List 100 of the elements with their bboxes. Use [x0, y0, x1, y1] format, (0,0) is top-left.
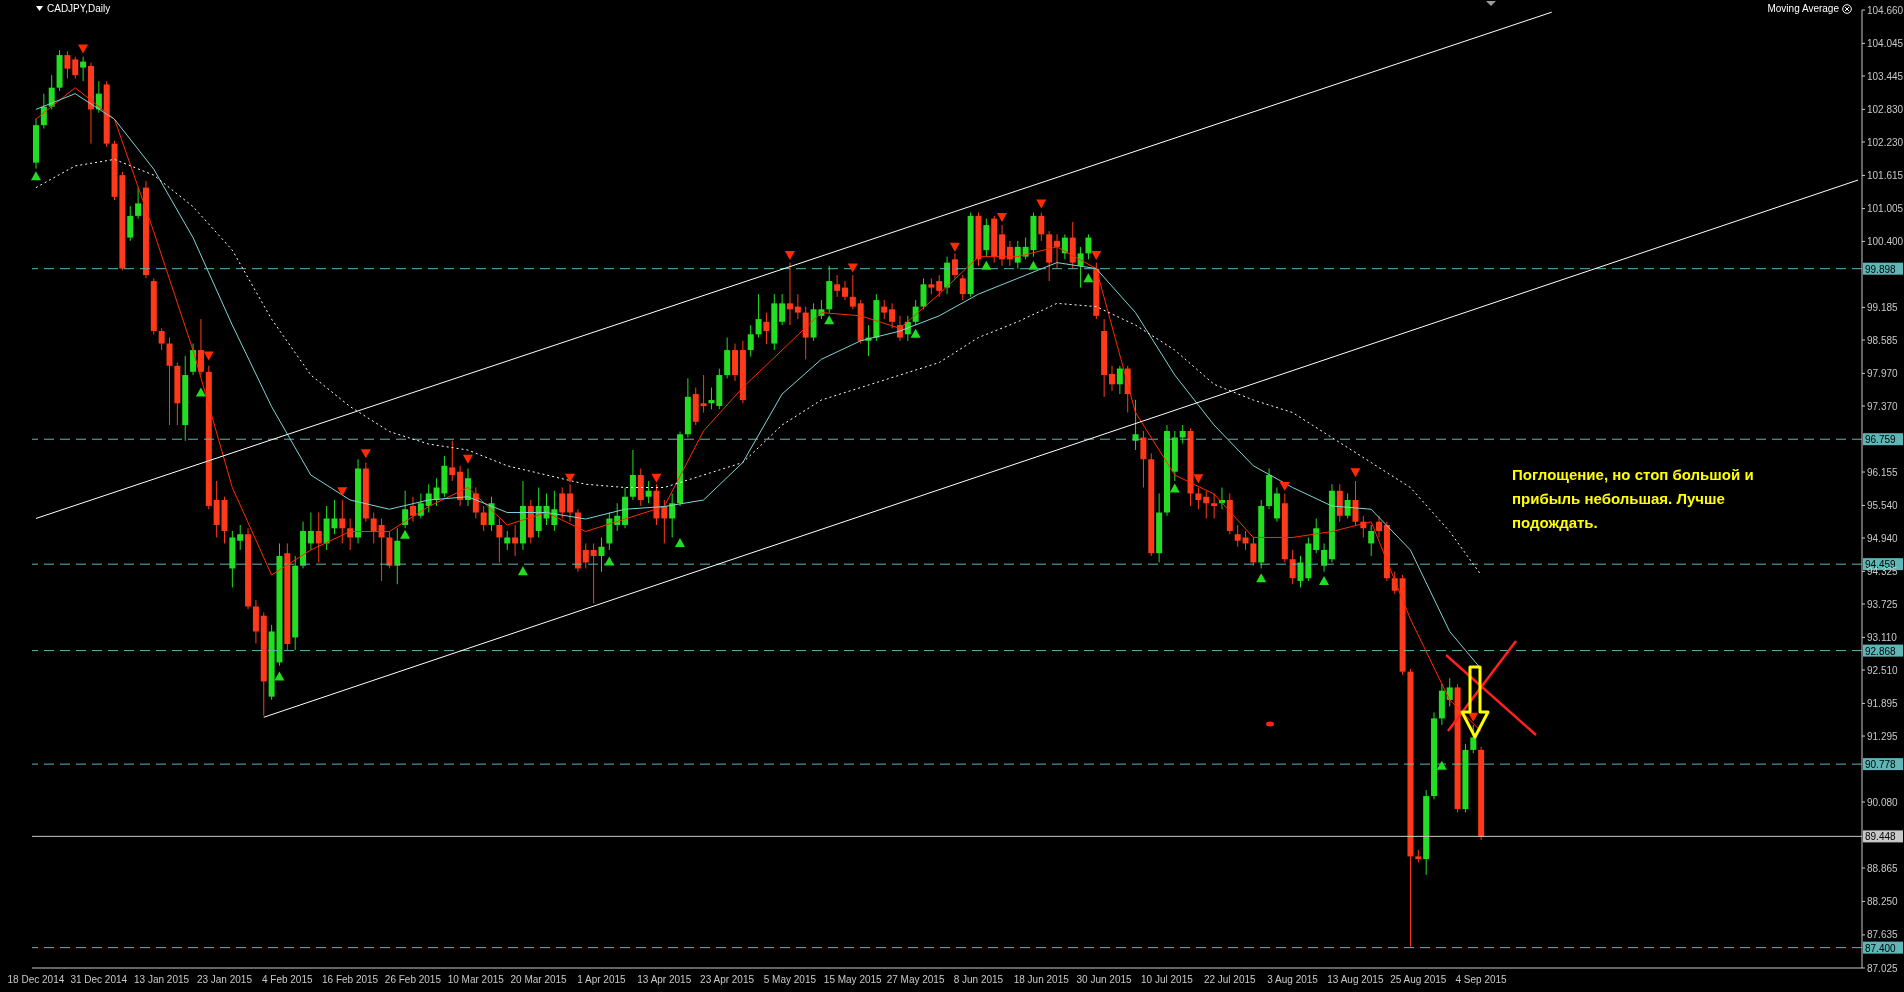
y-tick-label: 91.295 — [1867, 730, 1899, 742]
y-tick-label: 88.865 — [1867, 862, 1899, 874]
x-tick-label: 20 Mar 2015 — [510, 974, 568, 986]
candlestick — [496, 517, 503, 563]
candlestick — [1014, 240, 1021, 270]
point — [517, 566, 528, 576]
x-tick-label: 4 Sep 2015 — [1455, 974, 1508, 986]
candlestick — [849, 274, 856, 310]
x-tick-label: 23 Jan 2015 — [196, 974, 253, 986]
candlestick — [889, 302, 896, 329]
point — [1091, 251, 1102, 260]
point — [1083, 273, 1094, 283]
candlestick — [1109, 365, 1116, 392]
annotation: Поглощение, но стоп большой и прибыль небольшая. Лучше подождать. — [1512, 465, 1755, 533]
candlestick — [598, 536, 605, 573]
point — [1193, 474, 1204, 484]
candlestick — [1038, 212, 1045, 242]
candlestick — [881, 299, 888, 320]
x-tick-label: 1 Apr 2015 — [577, 974, 627, 986]
candlestick — [237, 524, 244, 551]
candlestick — [197, 318, 204, 376]
candlestick — [307, 512, 314, 551]
candlestick — [190, 343, 197, 376]
point — [1256, 573, 1267, 583]
point — [360, 449, 371, 459]
candlestick — [700, 374, 707, 414]
candlestick — [158, 327, 165, 351]
candlestick — [339, 499, 346, 544]
candlestick — [1250, 536, 1257, 567]
ref-line-label: 96.759 — [1865, 434, 1897, 446]
point — [1319, 575, 1329, 585]
candlestick — [1321, 542, 1328, 573]
y-tick-label: 94.940 — [1867, 532, 1899, 544]
candlestick — [1140, 430, 1147, 489]
candlestick — [936, 274, 943, 298]
candlestick — [370, 512, 377, 544]
y-tick-label: 101.005 — [1867, 203, 1904, 215]
point — [847, 263, 858, 273]
x-tick-label: 10 Jul 2015 — [1141, 974, 1194, 986]
y-tick-label: 87.635 — [1867, 929, 1899, 941]
point — [674, 537, 685, 547]
y-tick-label: 104.045 — [1867, 37, 1904, 49]
point — [400, 529, 411, 539]
x-tick-label: 15 May 2015 — [823, 974, 883, 986]
y-tick-label: 97.370 — [1867, 400, 1899, 412]
candlestick — [1313, 517, 1320, 554]
x-tick-label: 3 Aug 2015 — [1267, 974, 1319, 986]
y-tick-label: 104.660 — [1867, 4, 1904, 16]
y-tick-label: 88.250 — [1867, 896, 1899, 907]
x-tick-label: 22 Jul 2015 — [1203, 974, 1257, 986]
ref-line-label: 90.778 — [1865, 759, 1897, 771]
candlestick — [127, 205, 134, 242]
candlestick — [1085, 233, 1092, 260]
ref-line-label: 99.898 — [1865, 263, 1897, 275]
y-tick-label: 102.230 — [1867, 136, 1904, 148]
point — [565, 473, 575, 483]
chart-title: CADJPY,Daily — [47, 3, 111, 14]
candlestick — [72, 56, 79, 79]
candlestick — [1234, 524, 1241, 548]
candlestick — [1376, 515, 1383, 538]
candlestick — [841, 280, 848, 301]
candlestick — [755, 293, 762, 339]
x-tick-label: 31 Dec 2014 — [70, 974, 128, 986]
candlestick — [1203, 490, 1210, 519]
y-tick-label: 102.830 — [1867, 103, 1904, 115]
point — [604, 556, 615, 566]
candlestick — [1289, 549, 1296, 585]
candlestick — [1054, 233, 1061, 270]
y-tick-label: 97.970 — [1867, 367, 1899, 379]
candlestick — [64, 50, 71, 79]
point — [1028, 260, 1039, 270]
x-tick-label: 26 Feb 2015 — [384, 974, 442, 986]
y-tick-label: 87.025 — [1867, 962, 1899, 974]
candlestick — [135, 187, 142, 220]
annotation: Moving Average — [1767, 3, 1839, 14]
y-tick-label: 95.540 — [1867, 499, 1899, 511]
candlestick — [1132, 399, 1139, 451]
x-tick-label: 25 Aug 2015 — [1390, 974, 1447, 986]
x-tick-label: 10 Mar 2015 — [447, 974, 505, 986]
candlestick — [449, 440, 456, 482]
x-tick-label: 23 Apr 2015 — [700, 974, 755, 986]
x-tick-label: 5 May 2015 — [763, 974, 817, 986]
candlestick — [80, 56, 87, 82]
x-tick-label: 18 Jun 2015 — [1013, 974, 1070, 986]
ref-line-label: 92.868 — [1865, 645, 1897, 657]
candlestick — [669, 492, 676, 538]
candlestick — [763, 312, 770, 345]
point — [824, 315, 835, 325]
point — [949, 242, 960, 252]
candlestick — [629, 449, 636, 501]
x-tick-label: 4 Feb 2015 — [261, 974, 313, 986]
candlestick — [417, 492, 424, 519]
point — [462, 454, 473, 464]
point — [1436, 760, 1447, 770]
y-tick-label: 103.445 — [1867, 70, 1904, 82]
candlestick — [582, 542, 589, 569]
candlestick — [779, 293, 786, 326]
candlestick — [920, 277, 927, 310]
x-tick-label: 13 Jan 2015 — [134, 974, 190, 986]
x-tick-label: 18 Dec 2014 — [7, 974, 65, 986]
